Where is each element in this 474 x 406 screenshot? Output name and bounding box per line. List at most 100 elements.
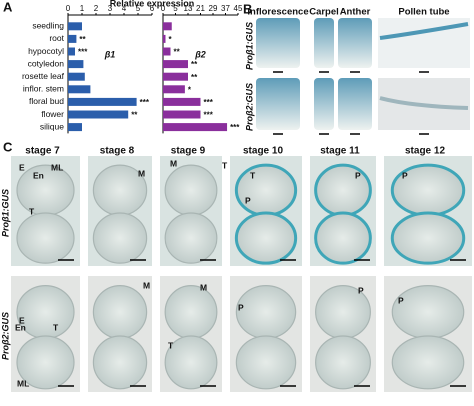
anther-locule xyxy=(390,211,466,265)
bar xyxy=(163,60,188,69)
significance: * xyxy=(188,85,192,94)
anther-locule xyxy=(391,335,465,390)
stage-label: stage 12 xyxy=(405,146,445,157)
anther-locule xyxy=(234,163,298,217)
anther-locule xyxy=(92,285,148,340)
annotation: ML xyxy=(51,162,63,172)
bar xyxy=(68,110,129,119)
x-tick-label: 0 xyxy=(161,4,166,13)
bar xyxy=(163,34,166,43)
annotation: T xyxy=(168,340,174,350)
significance: * xyxy=(169,35,173,44)
x-tick-label: 6 xyxy=(150,4,155,13)
x-tick-label: 0 xyxy=(66,4,71,13)
image xyxy=(338,18,372,68)
bar xyxy=(163,85,185,94)
significance: *** xyxy=(140,98,150,107)
x-tick-label: 13 xyxy=(184,4,193,13)
anther-locule xyxy=(234,211,298,265)
anther-locule xyxy=(16,335,75,390)
category-label: hypocotyl xyxy=(28,46,64,56)
bar xyxy=(68,85,91,94)
bar xyxy=(68,34,77,43)
axis-title: Relative expression xyxy=(110,0,195,8)
category-label: cotyledon xyxy=(28,58,65,68)
category-label: rosette leaf xyxy=(22,71,65,81)
row-label: Proβ1:GUS xyxy=(244,22,254,70)
significance: *** xyxy=(78,48,88,57)
annotation: T xyxy=(222,160,228,170)
category-label: seedling xyxy=(32,21,64,31)
row-label: Proβ1:GUS xyxy=(0,189,10,237)
annotation: M xyxy=(143,280,150,290)
pollen-tube xyxy=(379,96,469,110)
significance: *** xyxy=(230,123,240,132)
stage-label: stage 10 xyxy=(243,146,283,157)
x-tick-label: 45 xyxy=(234,4,243,13)
annotation: P xyxy=(355,170,361,180)
x-tick-label: 21 xyxy=(196,4,205,13)
column-header: Inflorescence xyxy=(247,7,308,18)
anther-locule xyxy=(16,212,75,264)
annotation: P xyxy=(238,302,244,312)
significance: ** xyxy=(174,48,181,57)
anther-locule xyxy=(391,285,465,340)
category-label: silique xyxy=(40,121,64,131)
significance: ** xyxy=(131,111,138,120)
bar xyxy=(163,97,201,106)
anther-locule xyxy=(235,335,297,390)
anther-locule xyxy=(235,285,297,340)
anther-locule xyxy=(164,285,218,340)
annotation: E xyxy=(19,162,25,172)
column-header: Carpel xyxy=(309,7,339,18)
bar xyxy=(163,22,172,31)
significance: ** xyxy=(191,60,198,69)
annotation: P xyxy=(398,295,404,305)
stage-label: stage 7 xyxy=(25,146,60,157)
annotation: M xyxy=(138,168,145,178)
x-tick-label: 4 xyxy=(122,4,127,13)
annotation: P xyxy=(402,170,408,180)
image xyxy=(256,18,300,68)
stage-label: stage 8 xyxy=(100,146,135,157)
panel-label: B xyxy=(243,1,252,16)
x-tick-label: 37 xyxy=(221,4,230,13)
stage-label: stage 9 xyxy=(171,146,206,157)
image xyxy=(256,78,300,130)
category-label: root xyxy=(49,33,64,43)
anther-locule xyxy=(164,335,218,390)
stage-label: stage 11 xyxy=(320,146,360,157)
x-tick-label: 29 xyxy=(209,4,218,13)
x-tick-label: 1 xyxy=(80,4,85,13)
annotation: En xyxy=(15,322,26,332)
significance: *** xyxy=(204,98,214,107)
significance: *** xyxy=(204,111,214,120)
annotation: ML xyxy=(17,378,29,388)
annotation: En xyxy=(33,170,44,180)
bar xyxy=(68,60,84,69)
anther-locule xyxy=(92,335,148,390)
bar xyxy=(163,110,201,119)
annotation: M xyxy=(170,158,177,168)
row-label: Proβ2:GUS xyxy=(0,312,10,360)
x-tick-label: 3 xyxy=(108,4,113,13)
category-label: inflor. stem xyxy=(23,84,64,94)
panel-label: C xyxy=(3,139,13,154)
anther-locule xyxy=(315,335,371,390)
anther-locule xyxy=(92,212,148,264)
significance: ** xyxy=(191,73,198,82)
annotation: T xyxy=(250,170,256,180)
anther-locule xyxy=(314,163,372,217)
x-tick-label: 5 xyxy=(173,4,178,13)
category-label: flower xyxy=(41,109,64,119)
anther-locule xyxy=(164,164,218,216)
subtitle: β2 xyxy=(194,50,206,60)
bar xyxy=(163,47,171,56)
anther-locule xyxy=(16,164,75,216)
annotation: P xyxy=(358,285,364,295)
annotation: E xyxy=(19,315,25,325)
bar xyxy=(68,72,85,81)
annotation: M xyxy=(200,282,207,292)
pollen-tube xyxy=(379,22,469,40)
